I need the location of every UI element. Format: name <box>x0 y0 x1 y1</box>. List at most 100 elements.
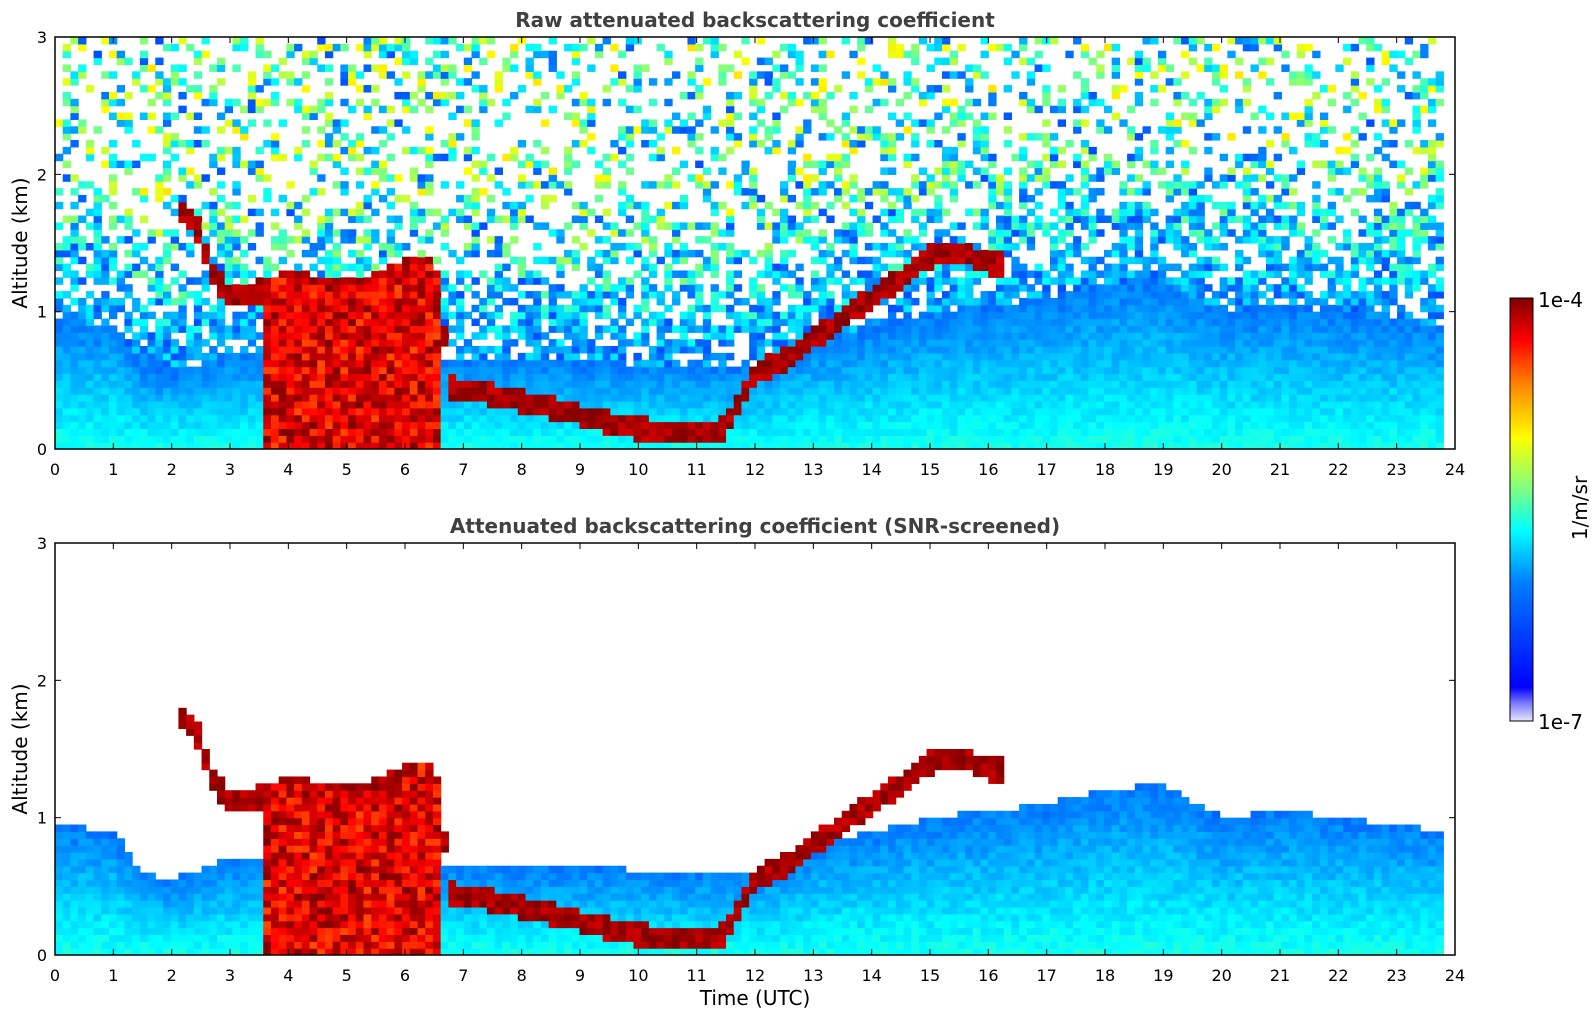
heatmap-cell <box>340 297 349 306</box>
heatmap-cell <box>857 297 866 306</box>
heatmap-cell <box>101 98 110 107</box>
heatmap-cell <box>1034 435 1043 443</box>
heatmap-cell <box>232 229 241 237</box>
heatmap-cell <box>818 332 827 340</box>
heatmap-cell <box>178 215 187 223</box>
heatmap-cell <box>278 318 287 326</box>
heatmap-cell <box>255 428 264 436</box>
heatmap-cell <box>1088 236 1097 244</box>
heatmap-cell <box>178 352 187 361</box>
heatmap-cell <box>895 215 905 223</box>
heatmap-cell <box>301 284 311 292</box>
heatmap-cell <box>540 146 550 155</box>
heatmap-cell <box>108 400 118 409</box>
heatmap-cell <box>216 387 226 395</box>
heatmap-cell <box>216 263 226 272</box>
heatmap-cell <box>178 291 187 299</box>
heatmap-cell <box>479 394 488 402</box>
heatmap-cell <box>332 277 341 285</box>
heatmap-cell <box>803 359 812 368</box>
heatmap-cell <box>394 311 403 320</box>
heatmap-cell <box>216 400 226 409</box>
heatmap-cell <box>787 71 797 79</box>
heatmap-cell <box>62 332 72 340</box>
heatmap-cell <box>888 201 897 210</box>
heatmap-cell <box>803 153 812 162</box>
heatmap-cell <box>710 380 719 388</box>
heatmap-cell <box>934 304 943 313</box>
heatmap-cell <box>903 414 912 423</box>
heatmap-cell <box>363 112 372 120</box>
heatmap-cell <box>810 428 820 436</box>
heatmap-cell <box>471 435 480 443</box>
heatmap-cell <box>479 270 488 278</box>
heatmap-cell <box>448 359 457 368</box>
heatmap-cell <box>648 243 658 251</box>
heatmap-cell <box>980 146 989 155</box>
heatmap-cell <box>101 387 110 395</box>
heatmap-cell <box>957 407 966 416</box>
heatmap-cell <box>733 435 743 443</box>
heatmap-cell <box>294 346 303 354</box>
heatmap-cell <box>810 394 820 402</box>
heatmap-cell <box>193 215 203 223</box>
heatmap-cell <box>132 270 141 278</box>
heatmap-cell <box>486 435 496 443</box>
heatmap-cell <box>278 380 287 388</box>
heatmap-cell <box>402 346 411 354</box>
heatmap-cell <box>456 359 465 368</box>
heatmap-cell <box>170 366 179 375</box>
heatmap-cell <box>85 291 95 299</box>
heatmap-cell <box>803 215 812 223</box>
heatmap-cell <box>810 421 820 429</box>
heatmap-cell <box>301 291 311 299</box>
heatmap-cell <box>880 414 889 423</box>
heatmap-cell <box>317 297 326 306</box>
heatmap-cell <box>324 346 334 354</box>
heatmap-cell <box>888 167 897 175</box>
heatmap-cell <box>62 380 72 388</box>
heatmap-cell <box>409 50 419 59</box>
heatmap-cell <box>502 188 511 196</box>
heatmap-cell <box>834 407 843 416</box>
heatmap-cell <box>656 291 665 299</box>
heatmap-cell <box>386 43 395 52</box>
heatmap-cell <box>772 297 781 306</box>
heatmap-cell <box>602 325 611 333</box>
heatmap-cell <box>1073 366 1082 375</box>
heatmap-cell <box>1011 243 1020 251</box>
heatmap-cell <box>571 263 581 272</box>
heatmap-cell <box>278 366 287 375</box>
heatmap-cell <box>286 414 295 423</box>
heatmap-cell <box>780 215 789 223</box>
heatmap-cell <box>780 359 789 368</box>
heatmap-cell <box>556 346 565 354</box>
heatmap-cell <box>918 91 928 100</box>
heatmap-cell <box>702 236 712 244</box>
heatmap-cell <box>672 229 681 237</box>
heatmap-cell <box>101 435 110 443</box>
heatmap-cell <box>618 421 627 429</box>
heatmap-cell <box>926 284 935 292</box>
heatmap-cell <box>1088 291 1097 299</box>
heatmap-cell <box>571 291 581 299</box>
heatmap-cell <box>672 359 681 368</box>
heatmap-cell <box>641 414 650 423</box>
heatmap-cell <box>270 98 280 107</box>
heatmap-cell <box>1080 325 1090 333</box>
heatmap-cell <box>849 291 858 299</box>
heatmap-cell <box>888 291 897 299</box>
heatmap-cell <box>224 98 233 107</box>
heatmap-cell <box>888 243 897 251</box>
heatmap-cell <box>1026 78 1036 86</box>
heatmap-cell <box>1080 222 1090 230</box>
heatmap-cell <box>1042 380 1051 388</box>
heatmap-cell <box>224 380 233 388</box>
heatmap-cell <box>903 435 912 443</box>
heatmap-cell <box>193 394 203 402</box>
heatmap-cell <box>926 64 935 72</box>
heatmap-cell <box>587 339 596 347</box>
heatmap-cell <box>108 181 118 189</box>
heatmap-cell <box>965 421 974 429</box>
heatmap-cell <box>263 311 272 320</box>
